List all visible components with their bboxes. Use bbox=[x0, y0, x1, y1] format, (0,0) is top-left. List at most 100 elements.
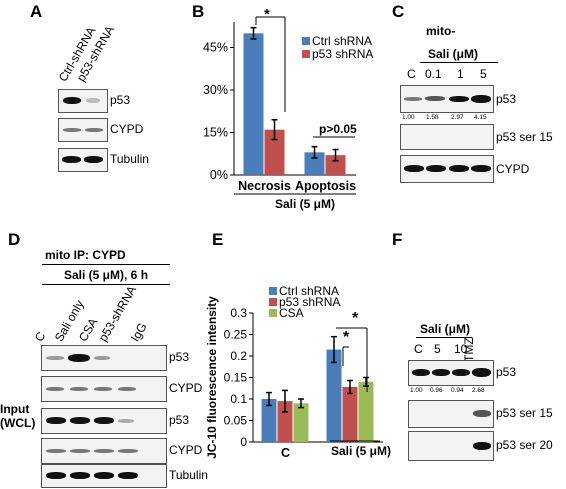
y-tick-label: 0.1 bbox=[230, 392, 247, 406]
chart-e-group-label: Sali (5 μM) bbox=[331, 444, 392, 458]
blot-d-cypd-wcl bbox=[41, 438, 167, 464]
legend-label: Ctrl shRNA bbox=[279, 284, 339, 298]
legend-swatch bbox=[269, 309, 277, 317]
chart-b-pvalue: p>0.05 bbox=[319, 122, 357, 136]
bar bbox=[264, 129, 285, 175]
lane-label: 1 bbox=[457, 67, 464, 81]
blot-a-cypd bbox=[58, 118, 108, 142]
quant-value: 0.96 bbox=[430, 387, 443, 394]
quant-value: 1.00 bbox=[402, 114, 415, 121]
blot-f-p53ser20 bbox=[408, 431, 494, 461]
y-tick-label: 0.3 bbox=[230, 306, 247, 320]
input-label: Input bbox=[0, 402, 30, 416]
blot-label: p53 bbox=[496, 365, 517, 379]
blot-label: CYPD bbox=[169, 381, 203, 395]
quant-value: 2.97 bbox=[451, 114, 464, 121]
blot-d-cypd-ip bbox=[41, 376, 167, 402]
d-header-ip: mito IP: CYPD bbox=[45, 248, 126, 262]
blot-label: p53 bbox=[169, 350, 190, 364]
lane-label: 5 bbox=[434, 342, 441, 356]
panel-label-c: C bbox=[392, 2, 405, 21]
legend-label: Ctrl shRNA bbox=[312, 34, 372, 48]
bar bbox=[304, 152, 325, 175]
d-header-line bbox=[42, 264, 170, 265]
blot-d-p53-ip bbox=[41, 345, 167, 371]
x-category-label: Apoptosis bbox=[295, 179, 356, 193]
quant-value: 1.58 bbox=[426, 114, 439, 121]
lane-label: 0.1 bbox=[425, 67, 442, 81]
bar bbox=[358, 381, 374, 442]
y-tick-label: 0.2 bbox=[230, 349, 247, 363]
quant-value: 2.68 bbox=[472, 387, 485, 394]
y-tick-label: 0 bbox=[240, 435, 247, 449]
y-tick-label: 45% bbox=[203, 41, 228, 55]
blot-label: p53 bbox=[110, 93, 131, 107]
bar bbox=[277, 401, 293, 442]
y-tick-label: 0.05 bbox=[224, 414, 248, 428]
quant-value: 4.15 bbox=[474, 114, 487, 121]
bar bbox=[325, 155, 346, 175]
x-category-label: C bbox=[281, 446, 290, 460]
legend-label: p53 shRNA bbox=[312, 47, 373, 61]
blot-a-p53 bbox=[58, 89, 108, 113]
blot-label: p53 bbox=[169, 413, 190, 427]
f-header-line bbox=[416, 337, 472, 338]
lane-label: C bbox=[31, 329, 49, 344]
legend-label: p53 shRNA bbox=[279, 295, 340, 309]
blot-d-tubulin bbox=[41, 464, 167, 488]
lane-label: 10 bbox=[454, 342, 468, 356]
quant-value: 0.94 bbox=[451, 387, 464, 394]
x-category-label: Necrosis bbox=[238, 179, 291, 193]
lane-label: IgG bbox=[127, 320, 150, 344]
blot-c-p53ser15 bbox=[400, 124, 494, 150]
c-header: Sali (μM) bbox=[428, 47, 479, 61]
blot-f-p53ser15 bbox=[408, 400, 494, 428]
lane-label: C bbox=[414, 342, 423, 356]
c-header-top: mito- bbox=[426, 24, 456, 38]
legend-swatch bbox=[302, 37, 310, 45]
lane-label: 5 bbox=[480, 67, 487, 81]
chart-e-significance: * bbox=[352, 310, 359, 327]
d-header-sali: Sali (5 μM), 6 h bbox=[64, 268, 149, 282]
legend-label: CSA bbox=[279, 306, 304, 320]
y-tick-label: 30% bbox=[203, 83, 228, 97]
y-tick-label: 0.15 bbox=[224, 371, 248, 385]
chart-b-significance: * bbox=[264, 6, 270, 23]
legend-swatch bbox=[269, 287, 277, 295]
y-axis-label: JC-10 fluorescence intensity bbox=[205, 296, 219, 459]
blot-label: CYPD bbox=[496, 162, 530, 176]
y-tick-label: 15% bbox=[203, 126, 228, 140]
blot-a-tubulin bbox=[58, 148, 108, 172]
blot-label: Tubulin bbox=[169, 468, 208, 482]
chart-b-group-label: Sali (5 μM) bbox=[275, 197, 336, 211]
blot-c-p53 bbox=[400, 85, 494, 113]
lane-label: CSA bbox=[75, 315, 101, 344]
bar bbox=[243, 33, 264, 176]
panel-label-e: E bbox=[212, 230, 224, 249]
wcl-label: (WCL) bbox=[0, 416, 36, 430]
bar bbox=[261, 399, 277, 442]
blot-d-p53-wcl bbox=[41, 408, 167, 434]
blot-label: p53 bbox=[496, 92, 517, 106]
blot-c-cypd bbox=[400, 155, 494, 183]
panel-label-a: A bbox=[30, 2, 43, 21]
legend-swatch bbox=[269, 298, 277, 306]
panel-label-f: F bbox=[392, 230, 403, 249]
panel-label-d: D bbox=[8, 230, 21, 249]
blot-label: p53 ser 15 bbox=[496, 406, 553, 420]
bar bbox=[326, 349, 342, 442]
bar bbox=[342, 386, 358, 442]
f-header: Sali (μM) bbox=[420, 322, 471, 336]
y-tick-label: 0% bbox=[210, 168, 228, 182]
panel-label-b: B bbox=[192, 2, 205, 21]
bar bbox=[293, 403, 309, 442]
blot-label: CYPD bbox=[169, 443, 203, 457]
blot-label: p53 ser 15 bbox=[496, 130, 553, 144]
c-header-line bbox=[420, 62, 498, 63]
lane-label: C bbox=[407, 67, 416, 81]
blot-f-p53 bbox=[408, 360, 494, 386]
lane-label: TMZ bbox=[462, 337, 476, 362]
blot-label: CYPD bbox=[110, 122, 144, 136]
blot-label: p53 ser 20 bbox=[496, 438, 553, 452]
chart-e-significance: * bbox=[343, 329, 350, 346]
